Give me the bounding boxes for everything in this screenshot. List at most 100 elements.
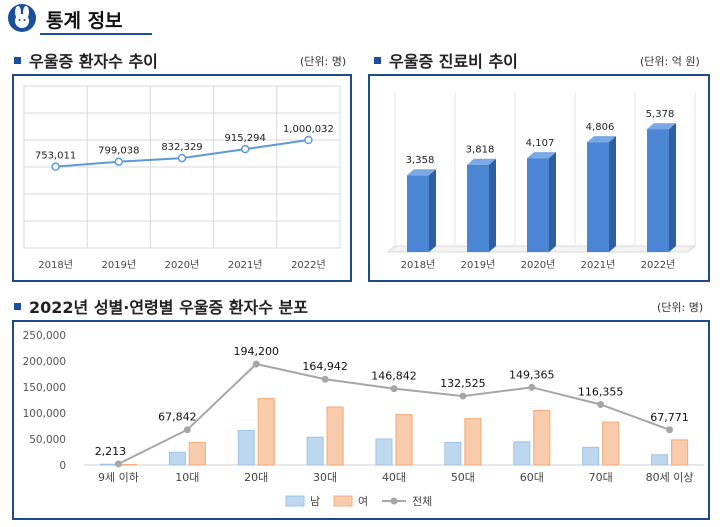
data-label: 799,038 (98, 146, 139, 157)
data-point (390, 385, 398, 393)
bar-male (444, 441, 462, 466)
data-point (304, 135, 313, 145)
bar-side (549, 152, 556, 252)
data-label: 4,107 (526, 138, 555, 149)
bar-male (513, 441, 531, 466)
page-header: 통계 정보 (0, 0, 720, 38)
bar-female (602, 421, 620, 466)
x-tick-label: 2020년 (521, 259, 556, 271)
patients-chart-panel: 753,011 2018년 799,038 2019년 832,329 2020년 915,… (12, 74, 352, 282)
data-point (240, 144, 250, 154)
distribution-chart-panel: 0 50,000 100,000 150,000 200,000 250,000 9세 이하… (12, 320, 710, 520)
bar-front (587, 142, 609, 252)
data-label: 116,355 (578, 385, 624, 398)
bar-top (647, 123, 676, 130)
bar-top (407, 169, 436, 176)
data-point (459, 392, 467, 400)
x-tick-label: 50대 (451, 471, 475, 484)
data-label: 832,329 (161, 142, 202, 153)
x-tick-label: 2019년 (461, 259, 496, 271)
bar-side (429, 169, 436, 252)
bar-side (609, 136, 616, 252)
bar-male (651, 454, 669, 466)
legend-swatch-male (285, 495, 305, 507)
data-point (321, 375, 329, 383)
bar-female (464, 418, 482, 466)
page-title: 통계 정보 (46, 10, 123, 32)
data-label: 5,378 (646, 109, 675, 120)
bar-side (669, 123, 676, 253)
x-tick-label: 2019년 (101, 259, 136, 271)
y-tick-label: 200,000 (23, 356, 66, 368)
unit-patients: (단위: 명) (300, 55, 347, 68)
data-label: 164,942 (302, 360, 348, 373)
data-label: 149,365 (509, 368, 555, 381)
data-point (528, 383, 536, 391)
bar-male (306, 436, 324, 466)
y-tick-label: 50,000 (29, 434, 66, 446)
cost-bar-chart: 3,358 2018년 3,818 2019년 4,107 2020년 4,806 2021년… (386, 92, 697, 271)
bar-front (527, 158, 549, 252)
bar-female (395, 414, 413, 466)
bar-side (489, 158, 496, 252)
data-label: 1,000,032 (283, 124, 334, 135)
data-label: 2,213 (95, 445, 127, 458)
bar-female (326, 406, 344, 466)
x-tick-label: 40대 (382, 471, 406, 484)
data-label: 67,771 (650, 411, 689, 424)
data-label: 67,842 (158, 411, 197, 424)
x-tick-label: 60대 (520, 471, 544, 484)
data-label: 915,294 (225, 133, 266, 144)
x-tick-label: 2020년 (165, 259, 200, 271)
section-title-distribution: 2022년 성별·연령별 우울증 환자수 분포 (14, 294, 308, 318)
x-tick-label: 2021년 (581, 259, 616, 271)
x-tick-label: 9세 이하 (98, 470, 139, 484)
legend-swatch-female (333, 495, 353, 507)
data-point (252, 360, 260, 368)
section-title-cost: 우울증 진료비 추이 (374, 48, 518, 72)
data-label: 146,842 (371, 370, 417, 383)
bar-front (467, 164, 489, 252)
bullet-icon (14, 303, 21, 310)
bar-female (257, 397, 275, 466)
bar-male (168, 451, 186, 466)
data-label: 753,011 (35, 151, 76, 162)
bar-front (647, 129, 669, 252)
data-label: 3,818 (466, 145, 495, 156)
data-label: 132,525 (440, 377, 486, 390)
bar-male (375, 438, 393, 466)
y-tick-label: 100,000 (23, 408, 66, 420)
legend-label: 전체 (412, 495, 432, 508)
y-tick-label: 250,000 (23, 330, 66, 342)
x-tick-label: 30대 (313, 471, 337, 484)
bar-top (527, 152, 556, 159)
x-tick-label: 2021년 (228, 259, 263, 271)
data-point (114, 157, 124, 166)
legend-label: 여 (358, 495, 368, 508)
bar-female (188, 441, 206, 466)
data-point (597, 400, 605, 408)
data-point (666, 426, 674, 434)
unit-cost: (단위: 억 원) (640, 55, 700, 68)
bar-female (533, 409, 551, 466)
bar-top (467, 158, 496, 165)
bar-male (582, 446, 600, 466)
bullet-icon (14, 57, 21, 64)
title-underline (40, 33, 152, 35)
x-tick-label: 2022년 (291, 259, 326, 271)
x-tick-label: 2018년 (401, 259, 436, 271)
data-label: 4,806 (586, 122, 615, 133)
data-point (177, 153, 187, 163)
bar-front (407, 175, 429, 252)
unit-distribution: (단위: 명) (657, 301, 704, 314)
x-tick-label: 2018년 (38, 259, 73, 271)
y-tick-label: 0 (59, 460, 66, 472)
distribution-combo-chart: 0 50,000 100,000 150,000 200,000 250,000 9세 이하… (23, 330, 704, 508)
cost-chart-panel: 3,358 2018년 3,818 2019년 4,107 2020년 4,806 2021년… (368, 74, 710, 282)
data-point (183, 426, 191, 434)
bullet-icon (374, 57, 381, 64)
bar-male (237, 429, 255, 466)
x-tick-label: 10대 (175, 471, 199, 484)
data-point (51, 162, 60, 171)
bar-top (587, 136, 616, 143)
